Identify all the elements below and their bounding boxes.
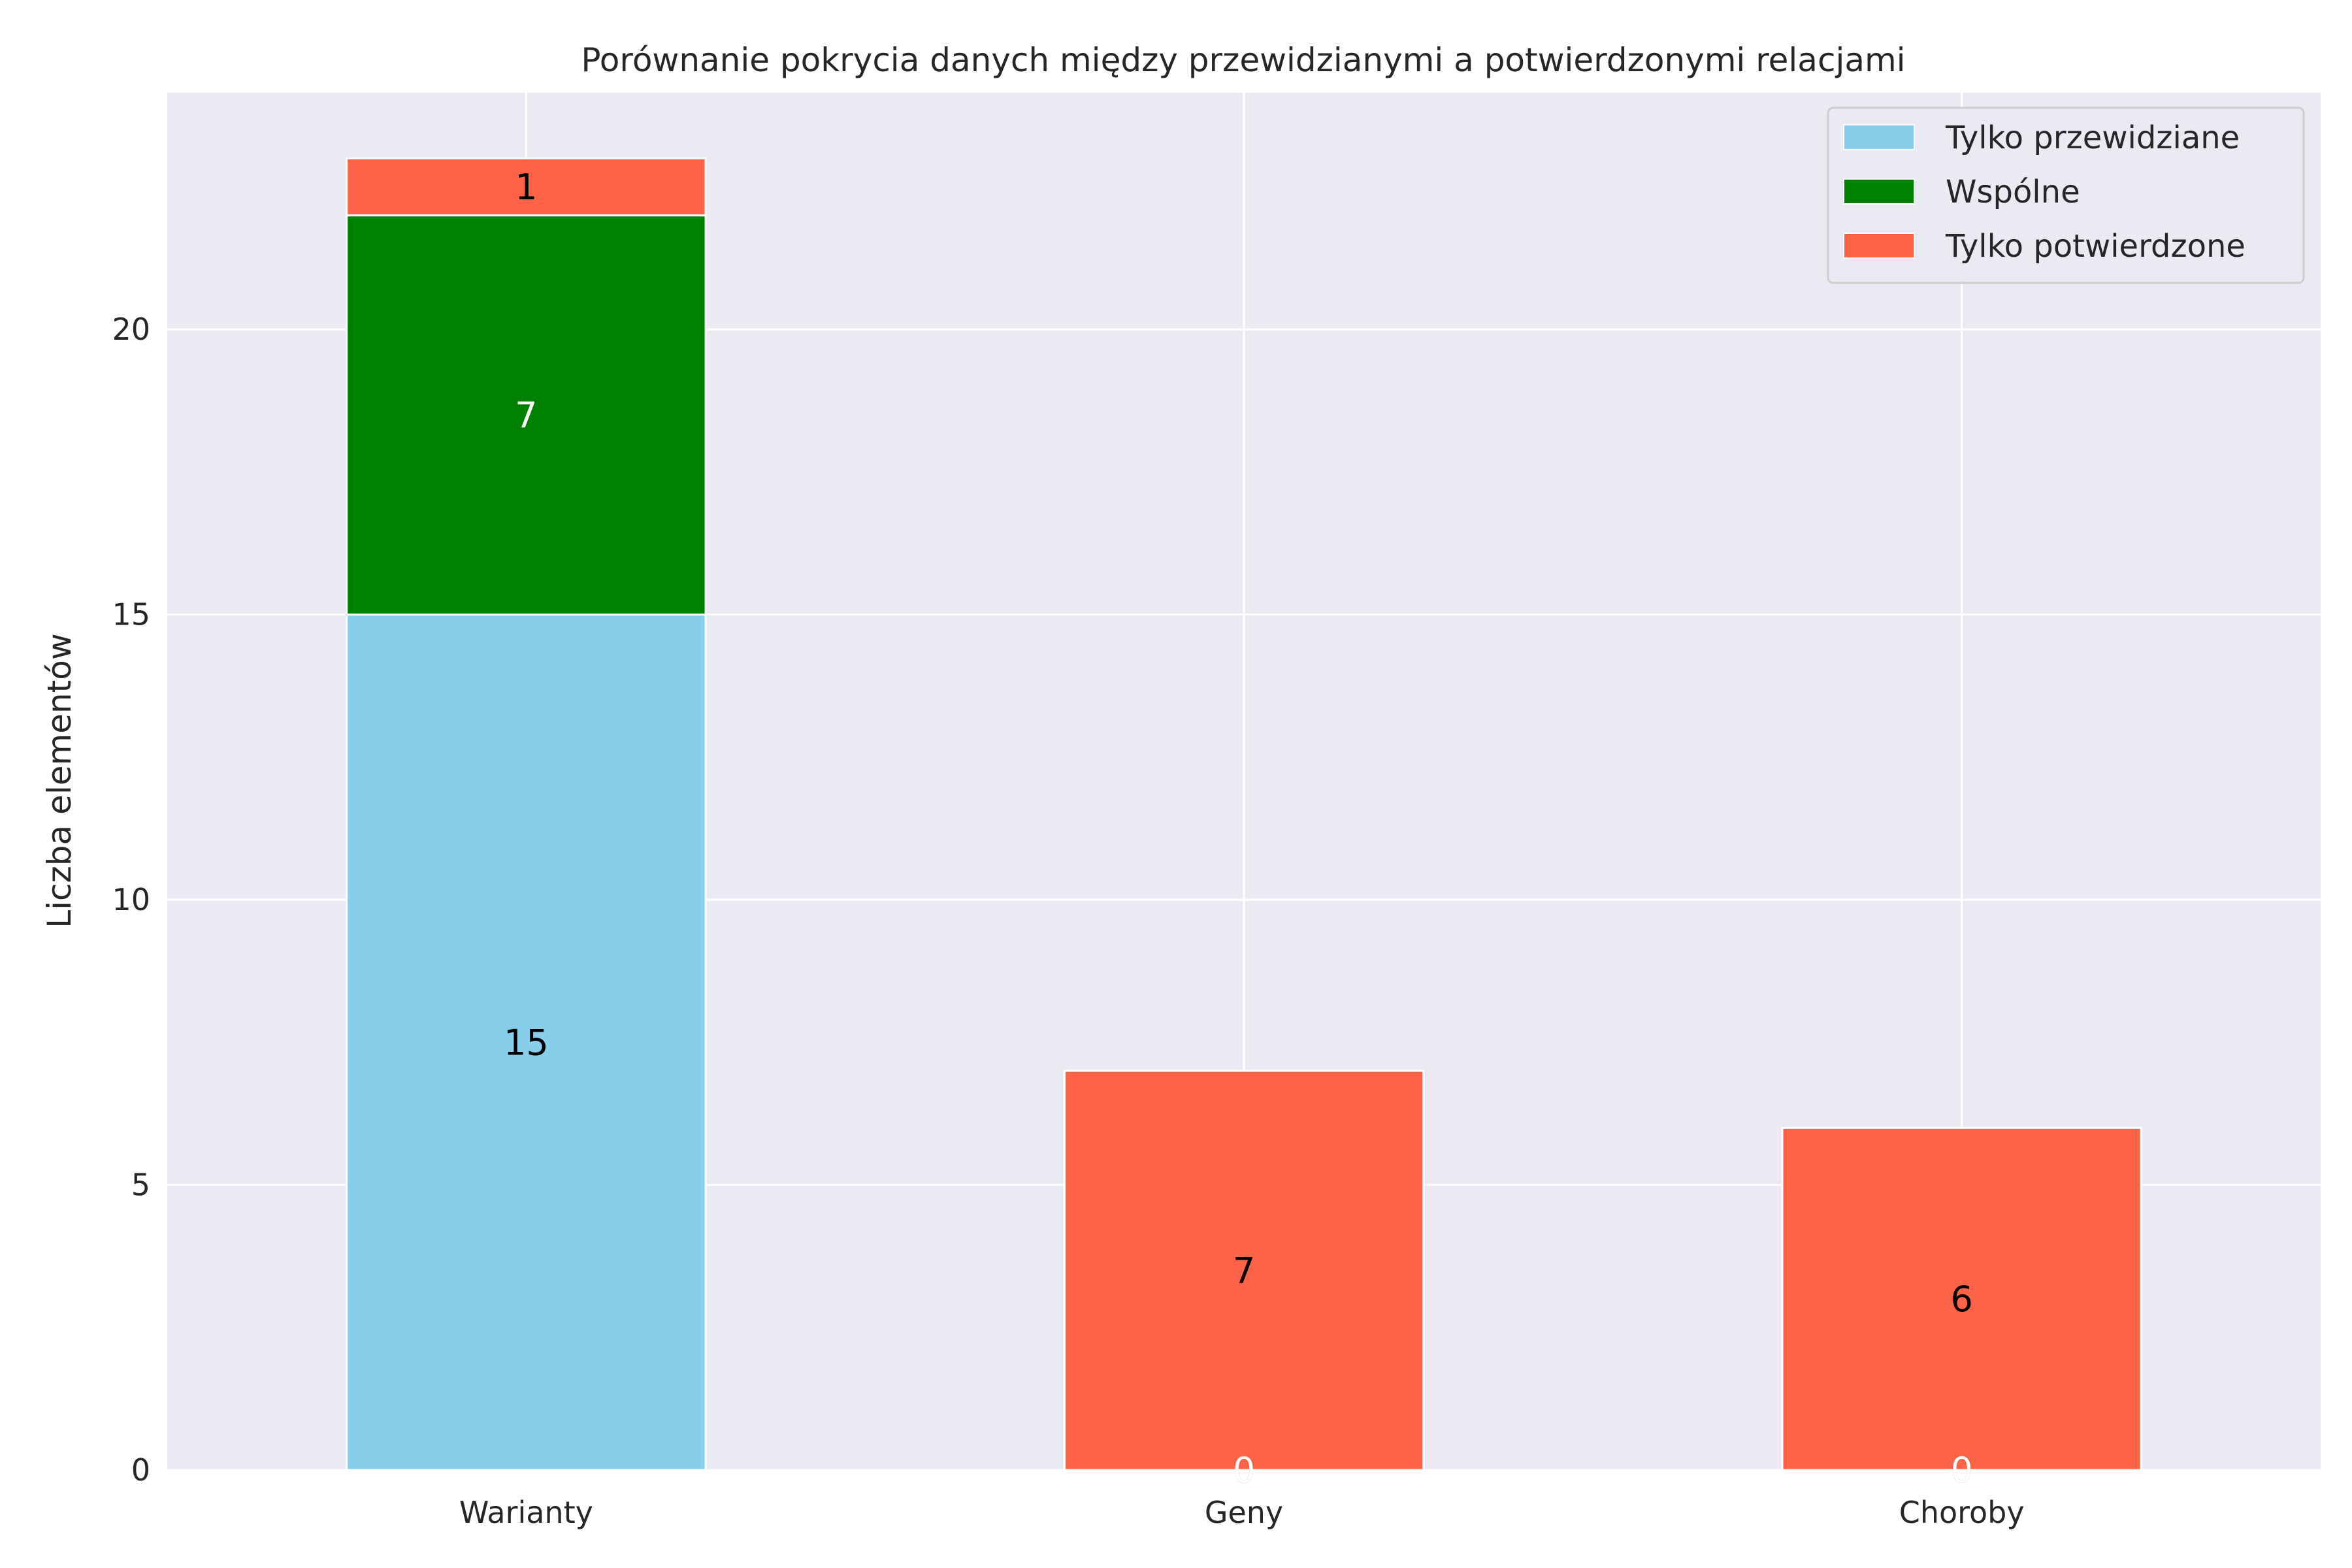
data-label: 0: [1233, 1450, 1255, 1491]
legend-label: Tylko przewidziane: [1945, 120, 2240, 156]
y-tick-label: 0: [131, 1452, 150, 1488]
bar-tylko-potwierdzone: [1781, 1126, 2142, 1471]
legend-swatch-wspólne: [1843, 178, 1915, 204]
data-label: 7: [1233, 1250, 1255, 1291]
legend-label: Tylko potwierdzone: [1945, 228, 2246, 265]
y-tick-label: 20: [112, 312, 150, 347]
y-axis-label: Liczba elementów: [41, 633, 78, 928]
y-tick-label: 5: [131, 1168, 150, 1203]
legend: Tylko przewidziane Wspólne Tylko potwierdz…: [1827, 106, 2305, 284]
data-label: 0: [1950, 1450, 1972, 1491]
data-label: 0: [1950, 1450, 1972, 1491]
data-label: 6: [1950, 1279, 1972, 1320]
legend-label: Wspólne: [1946, 174, 2080, 210]
data-label: 1: [515, 167, 537, 208]
bar-tylko-potwierdzone: [346, 157, 707, 217]
chart-title: Porównanie pokrycia danych między przewi…: [581, 41, 1905, 79]
y-tick-label: 15: [112, 597, 150, 632]
y-tick-label: 10: [112, 882, 150, 917]
x-tick-label: Geny: [1205, 1495, 1283, 1530]
bar-wspólne: [346, 214, 707, 616]
legend-box: [1827, 106, 2305, 284]
data-label: 15: [504, 1022, 549, 1063]
legend-swatch-tylko-przewidziane: [1843, 124, 1915, 150]
legend-swatch-tylko-potwierdzone: [1843, 233, 1915, 259]
data-label: 7: [515, 395, 537, 436]
x-tick-label: Warianty: [459, 1495, 593, 1530]
bar-tylko-potwierdzone: [1063, 1070, 1425, 1471]
data-label: 0: [1233, 1450, 1255, 1491]
x-tick-label: Choroby: [1899, 1495, 2025, 1530]
bar-tylko-przewidziane: [346, 613, 707, 1471]
